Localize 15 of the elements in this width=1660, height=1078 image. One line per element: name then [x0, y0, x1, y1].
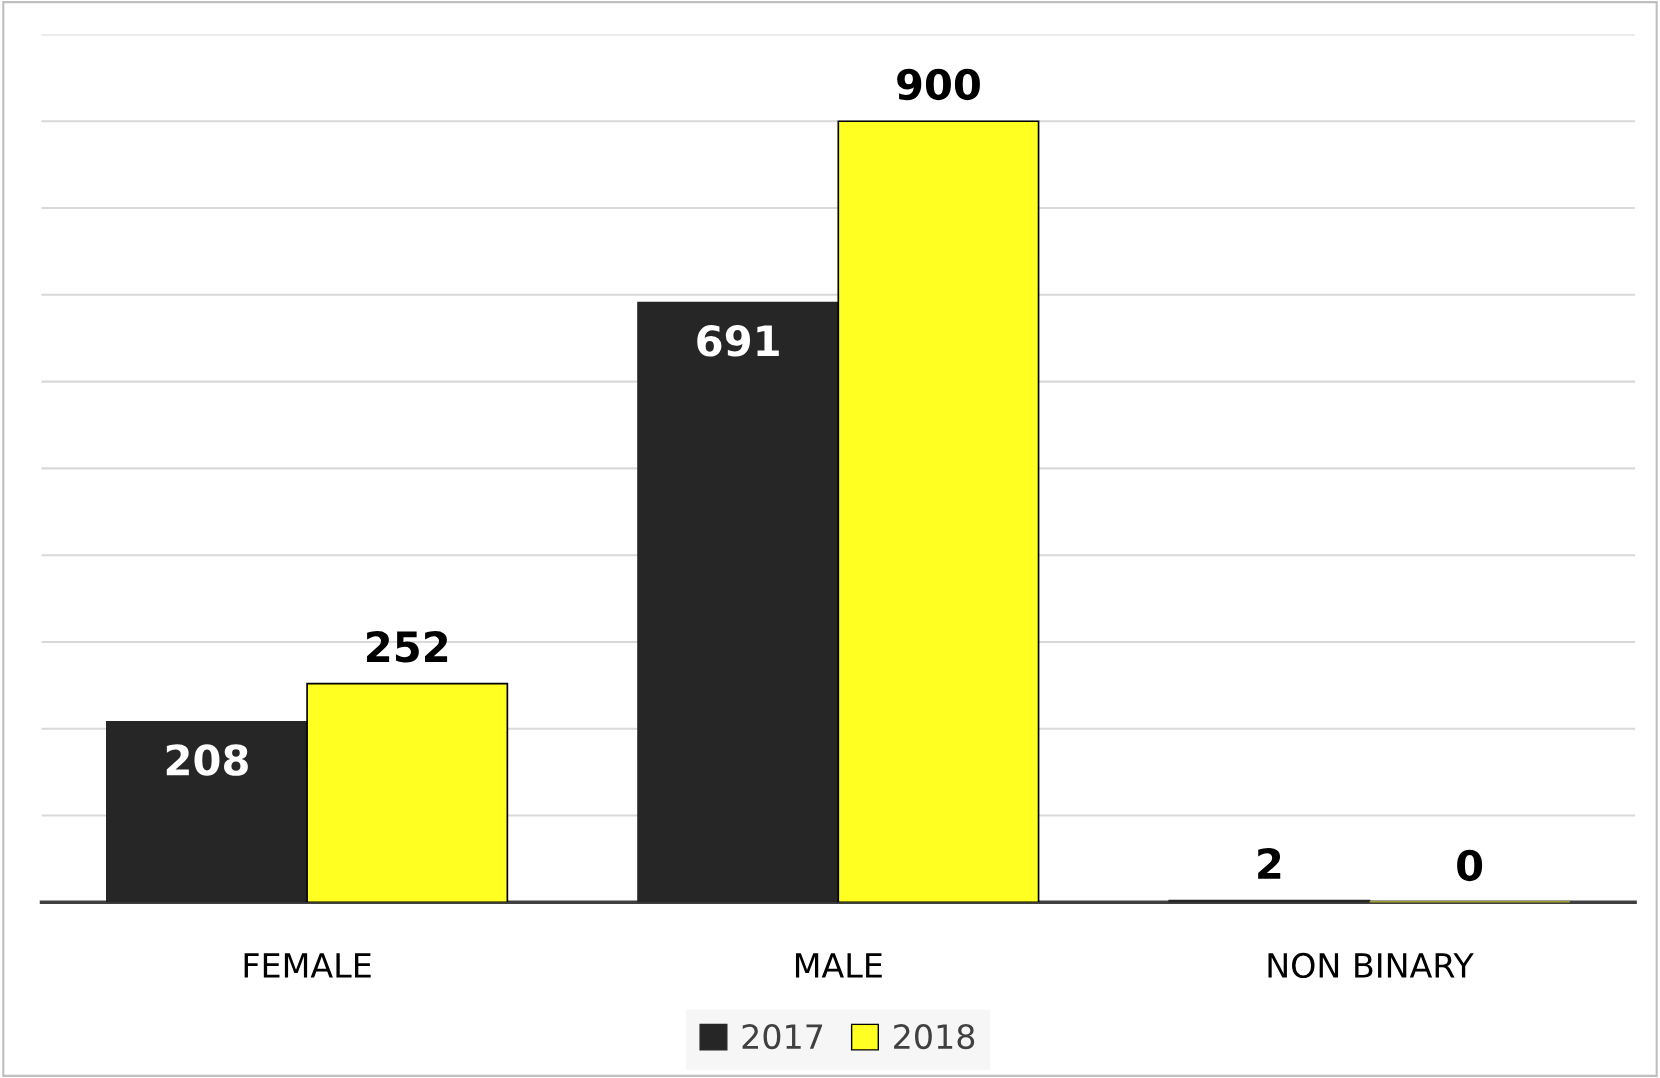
x-tick-label: FEMALE — [244, 953, 371, 978]
legend-label: 2018 — [894, 1023, 975, 1050]
bar — [637, 301, 840, 903]
data-label: 2 — [1258, 847, 1281, 879]
bar — [106, 720, 308, 903]
bar — [837, 120, 1040, 903]
x-tick-label: MALE — [795, 953, 882, 978]
legend-label: 2017 — [742, 1023, 823, 1050]
bar — [306, 682, 509, 903]
data-label: 691 — [697, 325, 779, 357]
data-label: 252 — [367, 631, 448, 663]
data-label: 208 — [166, 744, 248, 776]
data-label: 900 — [897, 68, 980, 101]
data-label: 0 — [1457, 849, 1483, 882]
x-tick-label: NON BINARY — [1268, 952, 1474, 979]
